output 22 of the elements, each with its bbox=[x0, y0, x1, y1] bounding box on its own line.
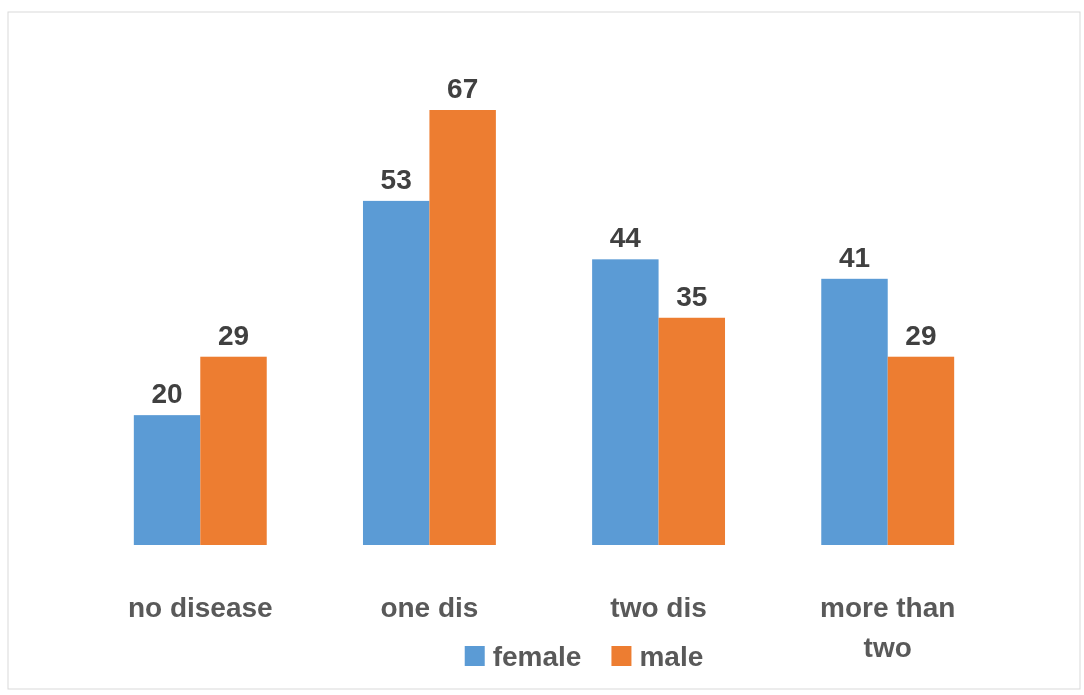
bar bbox=[429, 110, 496, 545]
bar bbox=[658, 317, 726, 545]
data-label: 20 bbox=[151, 378, 183, 410]
bar bbox=[592, 259, 659, 545]
x-tick-label: one dis bbox=[380, 592, 479, 623]
bar bbox=[821, 278, 888, 545]
bar bbox=[200, 356, 267, 545]
data-label: 29 bbox=[905, 319, 937, 351]
bar bbox=[362, 200, 430, 545]
data-label: 67 bbox=[447, 73, 479, 104]
data-label: 41 bbox=[838, 241, 871, 273]
x-tick-label: no disease bbox=[127, 592, 273, 623]
x-tick-label: two dis bbox=[610, 592, 707, 623]
legend-label: female bbox=[492, 641, 582, 672]
x-tick-label: more than two bbox=[820, 592, 956, 663]
data-label: 35 bbox=[676, 280, 708, 312]
data-label: 44 bbox=[609, 222, 642, 254]
data-label: 29 bbox=[217, 319, 250, 351]
legend-label: male bbox=[639, 641, 704, 672]
bar bbox=[887, 356, 955, 545]
data-label: 53 bbox=[380, 163, 412, 195]
bar bbox=[133, 415, 201, 545]
